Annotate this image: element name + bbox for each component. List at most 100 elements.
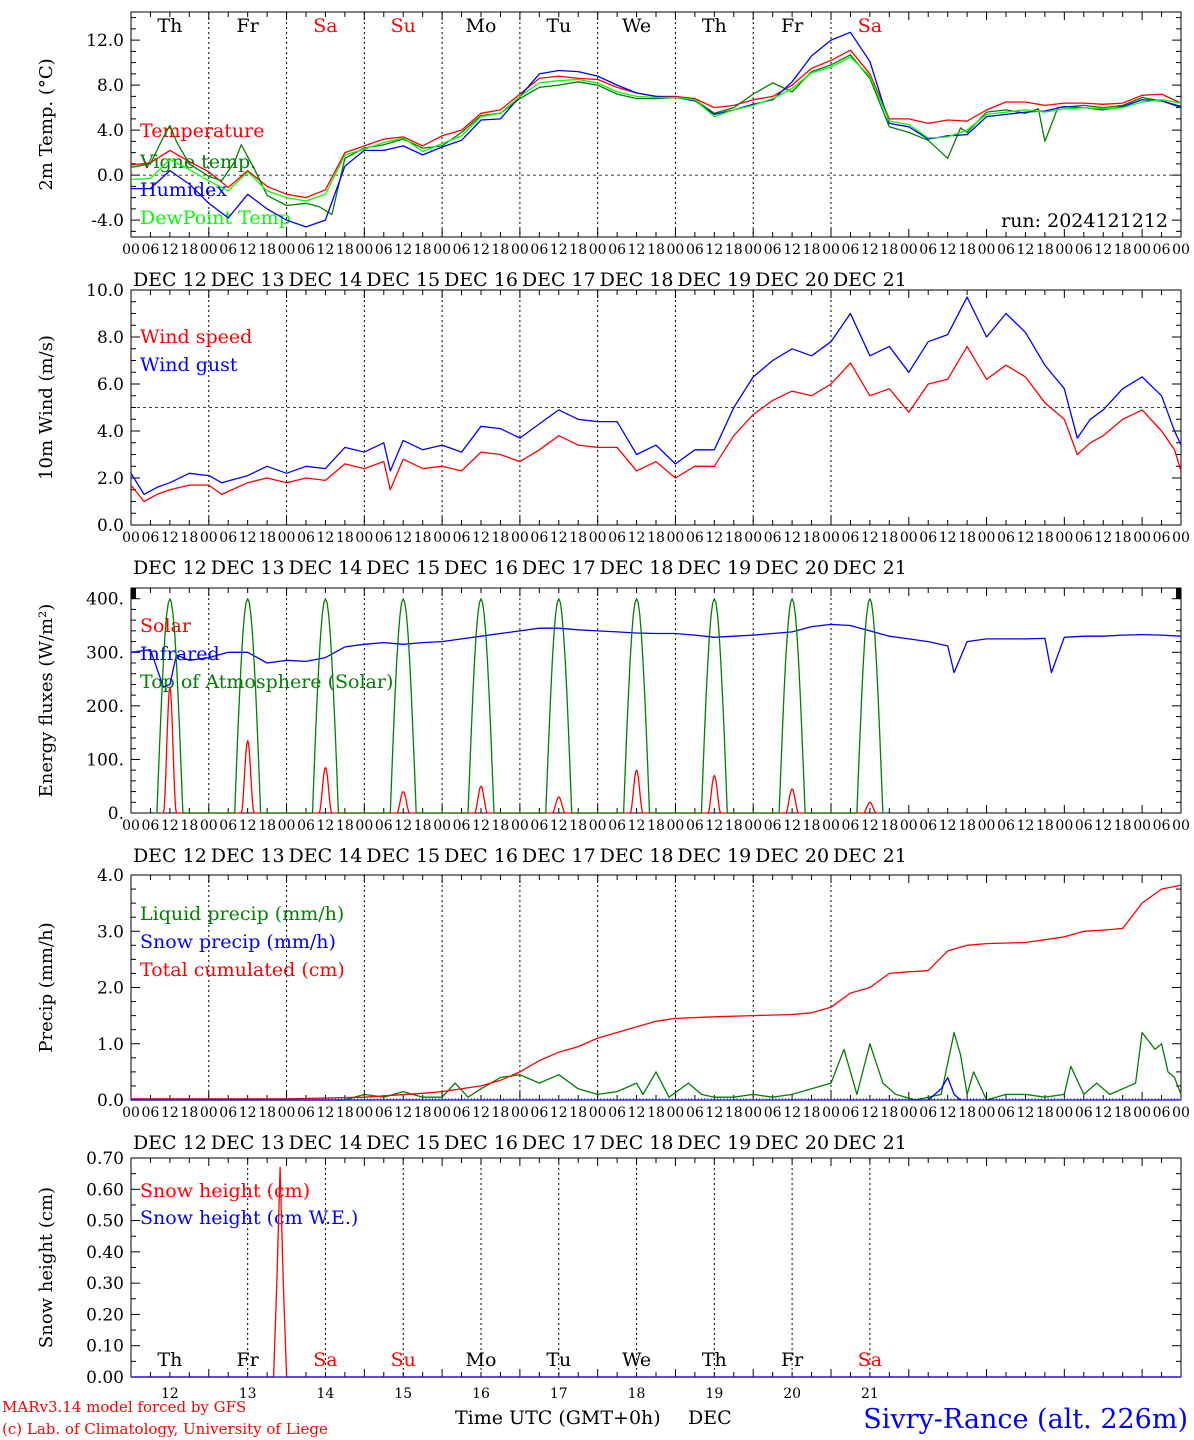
hour-tick-label: 06	[997, 242, 1015, 258]
hour-tick-label: 12	[317, 1105, 335, 1121]
date-label: DEC 16	[444, 845, 518, 867]
hour-tick-label: 12	[1017, 530, 1035, 546]
date-label: DEC 19	[677, 557, 751, 579]
hour-tick-label: 18	[492, 818, 510, 834]
y-tick-label: 0.50	[86, 1212, 124, 1232]
hour-tick-label: 00	[900, 1105, 918, 1121]
hour-tick-label: 06	[608, 242, 626, 258]
hour-tick-label: 12	[1094, 530, 1112, 546]
hour-tick-label: 12	[161, 242, 179, 258]
date-label: DEC 20	[755, 557, 829, 579]
weekday-label: We	[622, 1349, 651, 1371]
y-tick-label: 4.0	[97, 121, 124, 141]
date-label: DEC 18	[600, 557, 674, 579]
hour-tick-label: 12	[550, 530, 568, 546]
y-tick-label: 8.0	[97, 76, 124, 96]
hour-tick-label: 12	[939, 1105, 957, 1121]
y-tick-label: 2.0	[97, 979, 124, 999]
hour-tick-label: 06	[686, 818, 704, 834]
run-label: run: 2024121212	[1001, 210, 1168, 232]
y-tick-label: 3.0	[97, 922, 124, 942]
hour-tick-label: 18	[180, 242, 198, 258]
hour-tick-label: 06	[686, 242, 704, 258]
hour-tick-label: 00	[978, 530, 996, 546]
y-axis-label: Precip (mm/h)	[36, 922, 57, 1052]
legend-entry: Wind gust	[140, 354, 238, 376]
hour-tick-label: 12	[861, 242, 879, 258]
hour-tick-label: 12	[705, 242, 723, 258]
hour-tick-label: 12	[1017, 818, 1035, 834]
hour-tick-label: 06	[375, 1105, 393, 1121]
hour-tick-label: 12	[783, 1105, 801, 1121]
y-tick-label: 0.0	[97, 516, 124, 536]
date-label: DEC 16	[444, 269, 518, 291]
hour-tick-label: 18	[725, 242, 743, 258]
date-label: DEC 21	[833, 845, 907, 867]
hour-tick-label: 18	[1114, 818, 1132, 834]
hour-tick-label: 12	[1017, 1105, 1035, 1121]
hour-tick-label: 06	[1075, 242, 1093, 258]
hour-tick-label: 00	[1055, 818, 1073, 834]
hour-tick-label: 18	[880, 242, 898, 258]
hour-tick-label: 18	[1036, 818, 1054, 834]
hour-tick-label: 00	[433, 530, 451, 546]
hour-tick-label: 00	[978, 242, 996, 258]
plot-frame	[130, 11, 1182, 238]
weekday-label: Th	[702, 15, 727, 37]
hour-tick-label: 00	[589, 242, 607, 258]
hour-tick-label: 18	[180, 1105, 198, 1121]
weekday-label: Fr	[237, 1349, 260, 1371]
hour-tick-label: 12	[239, 818, 257, 834]
hour-tick-label: 12	[550, 818, 568, 834]
weekday-label: Fr	[781, 15, 804, 37]
legend-entry: Total cumulated (cm)	[140, 959, 345, 981]
y-tick-label: 0.40	[86, 1243, 124, 1263]
hour-tick-label: 06	[142, 1105, 160, 1121]
series-line	[130, 296, 1182, 496]
series-line	[130, 56, 1182, 202]
hour-tick-label: 18	[336, 530, 354, 546]
hour-tick-label: 00	[1133, 242, 1151, 258]
date-label: DEC 12	[133, 557, 207, 579]
hour-tick-label: 18	[647, 1105, 665, 1121]
hour-tick-label: 12	[628, 530, 646, 546]
hour-tick-label: 00	[433, 242, 451, 258]
hour-tick-label: 18	[414, 1105, 432, 1121]
hour-tick-label: 06	[997, 530, 1015, 546]
weekday-label: Sa	[858, 15, 882, 37]
hour-tick-label: 18	[880, 530, 898, 546]
y-tick-label: 8.0	[97, 328, 124, 348]
model-credit: MARv3.14 model forced by GFS	[2, 1398, 246, 1416]
hour-tick-label: 06	[297, 242, 315, 258]
hour-tick-label: 18	[336, 818, 354, 834]
weekday-label: Fr	[781, 1349, 804, 1371]
series-line	[153, 598, 887, 814]
hour-tick-label: 00	[433, 1105, 451, 1121]
hour-tick-label: 00	[744, 530, 762, 546]
y-axis-label: Energy fluxes (W/m²)	[36, 604, 57, 798]
hour-tick-label: 00	[1172, 818, 1190, 834]
y-tick-label: 0.30	[86, 1274, 124, 1294]
date-label: DEC 21	[833, 269, 907, 291]
hour-tick-label: 12	[939, 818, 957, 834]
hour-tick-label: 06	[1153, 242, 1171, 258]
hour-tick-label: 00	[667, 1105, 685, 1121]
date-label: DEC 17	[522, 557, 596, 579]
hour-tick-label: 18	[803, 530, 821, 546]
date-label: DEC 16	[444, 1132, 518, 1154]
weekday-label: Sa	[858, 1349, 882, 1371]
series-line	[131, 31, 1182, 228]
hour-tick-label: 18	[803, 1105, 821, 1121]
day-number-label: 17	[550, 1386, 568, 1402]
hour-tick-label: 06	[375, 818, 393, 834]
hour-tick-label: 00	[122, 530, 140, 546]
hour-tick-label: 06	[686, 530, 704, 546]
y-tick-label: 400.	[86, 590, 124, 610]
hour-tick-label: 00	[122, 1105, 140, 1121]
hour-tick-label: 00	[200, 1105, 218, 1121]
hour-tick-label: 12	[939, 530, 957, 546]
hour-tick-label: 06	[142, 818, 160, 834]
hour-tick-label: 00	[278, 1105, 296, 1121]
y-tick-label: 100.	[86, 750, 124, 770]
